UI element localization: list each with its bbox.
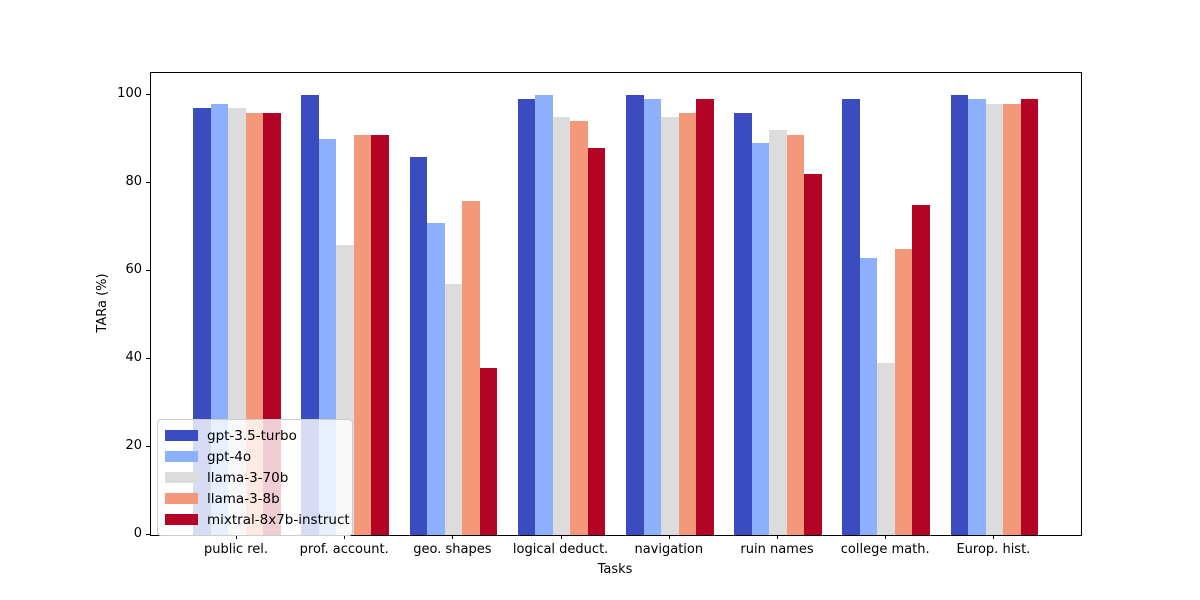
bar-mixtral-8x7b-instruct-college math.: [912, 205, 930, 535]
x-tick-mark-geo. shapes: [452, 535, 454, 539]
x-tick-label-geo. shapes: geo. shapes: [413, 542, 492, 557]
x-tick-mark-public rel.: [236, 535, 237, 539]
y-tick-label-40: 40: [125, 350, 142, 365]
bar-llama-3-8b-Europ. hist.: [1003, 103, 1021, 535]
y-tick-label-20: 20: [125, 438, 142, 453]
x-tick-mark-college math.: [885, 535, 887, 539]
bar-llama-3-8b-prof. account.: [353, 134, 372, 535]
bar-gpt-4o-geo. shapes: [427, 222, 445, 535]
y-tick-mark-80: [146, 181, 150, 183]
bar-llama-3-70b-navigation: [661, 117, 679, 535]
bar-mixtral-8x7b-instruct-Europ. hist.: [1020, 99, 1039, 535]
bar-gpt-4o-Europ. hist.: [968, 99, 986, 535]
y-tick-label-60: 60: [125, 262, 142, 277]
bar-gpt-4o-navigation: [643, 99, 662, 535]
bar-gpt-3.5-turbo-Europ. hist.: [950, 95, 969, 535]
legend-swatch-mixtral-8x7b-instruct: [165, 514, 198, 525]
bar-mixtral-8x7b-instruct-ruin names: [804, 174, 822, 535]
y-tick-mark-0: [146, 533, 150, 535]
legend-label-gpt-4o: gpt-4o: [207, 448, 252, 465]
bar-llama-3-70b-ruin names: [769, 130, 787, 535]
bar-llama-3-70b-Europ. hist.: [985, 103, 1004, 535]
bar-llama-3-8b-navigation: [678, 112, 697, 535]
bar-mixtral-8x7b-instruct-prof. account.: [371, 134, 389, 535]
x-tick-label-navigation: navigation: [634, 542, 704, 557]
y-tick-mark-60: [146, 269, 150, 271]
bar-gpt-4o-ruin names: [751, 143, 770, 535]
bar-gpt-3.5-turbo-geo. shapes: [409, 156, 428, 535]
legend-label-gpt-3.5-turbo: gpt-3.5-turbo: [207, 427, 297, 444]
legend-item-mixtral-8x7b-instruct: mixtral-8x7b-instruct: [165, 509, 350, 530]
x-tick-mark-logical deduct.: [560, 535, 562, 539]
bar-gpt-3.5-turbo-college math.: [842, 99, 860, 535]
y-tick-mark-40: [146, 357, 150, 359]
x-tick-label-prof. account.: prof. account.: [299, 542, 389, 557]
x-tick-mark-navigation: [668, 535, 670, 539]
bar-gpt-3.5-turbo-ruin names: [734, 112, 752, 535]
bar-mixtral-8x7b-instruct-logical deduct.: [587, 147, 606, 535]
x-tick-label-ruin names: ruin names: [740, 542, 814, 557]
bar-llama-3-70b-college math.: [877, 363, 895, 535]
legend-swatch-llama-3-8b: [165, 493, 198, 504]
bar-mixtral-8x7b-instruct-navigation: [696, 99, 714, 535]
y-tick-label-0: 0: [133, 526, 142, 541]
legend-item-gpt-3.5-turbo: gpt-3.5-turbo: [165, 425, 345, 446]
bar-llama-3-8b-logical deduct.: [570, 121, 588, 535]
x-tick-mark-ruin names: [777, 535, 778, 539]
bar-llama-3-70b-geo. shapes: [444, 284, 463, 535]
x-tick-label-college math.: college math.: [840, 542, 930, 557]
x-tick-label-public rel.: public rel.: [203, 542, 269, 557]
bar-gpt-3.5-turbo-navigation: [626, 95, 644, 535]
legend-swatch-llama-3-70b: [165, 472, 198, 483]
legend-label-mixtral-8x7b-instruct: mixtral-8x7b-instruct: [207, 511, 350, 528]
legend-swatch-gpt-4o: [165, 451, 198, 462]
legend: gpt-3.5-turbo gpt-4o llama-3-70b llama-3-8b…: [157, 419, 353, 536]
x-tick-mark-Europ. hist.: [993, 535, 995, 539]
legend-item-llama-3-70b: llama-3-70b: [165, 467, 345, 488]
bar-llama-3-8b-geo. shapes: [462, 200, 480, 535]
bar-llama-3-70b-logical deduct.: [552, 117, 571, 535]
x-tick-label-logical deduct.: logical deduct.: [512, 542, 609, 557]
x-tick-label-Europ. hist.: Europ. hist.: [956, 542, 1031, 557]
bar-llama-3-8b-college math.: [894, 249, 913, 535]
bar-llama-3-8b-ruin names: [786, 134, 805, 535]
y-tick-mark-100: [146, 93, 150, 95]
x-axis-label: Tasks: [597, 562, 633, 577]
bar-gpt-3.5-turbo-logical deduct.: [517, 99, 536, 535]
y-tick-mark-20: [146, 445, 150, 447]
y-tick-label-100: 100: [117, 86, 142, 101]
plot-area: gpt-3.5-turbo gpt-4o llama-3-70b llama-3-8b…: [150, 72, 1082, 536]
legend-swatch-gpt-3.5-turbo: [165, 430, 198, 441]
legend-label-llama-3-70b: llama-3-70b: [207, 469, 289, 486]
bar-gpt-4o-logical deduct.: [535, 95, 553, 535]
bar-mixtral-8x7b-instruct-geo. shapes: [479, 367, 498, 535]
legend-item-gpt-4o: gpt-4o: [165, 446, 345, 467]
x-tick-mark-prof. account.: [344, 535, 346, 539]
legend-item-llama-3-8b: llama-3-8b: [165, 488, 345, 509]
y-tick-label-80: 80: [125, 174, 142, 189]
legend-label-llama-3-8b: llama-3-8b: [207, 490, 280, 507]
bar-gpt-4o-college math.: [859, 257, 878, 535]
